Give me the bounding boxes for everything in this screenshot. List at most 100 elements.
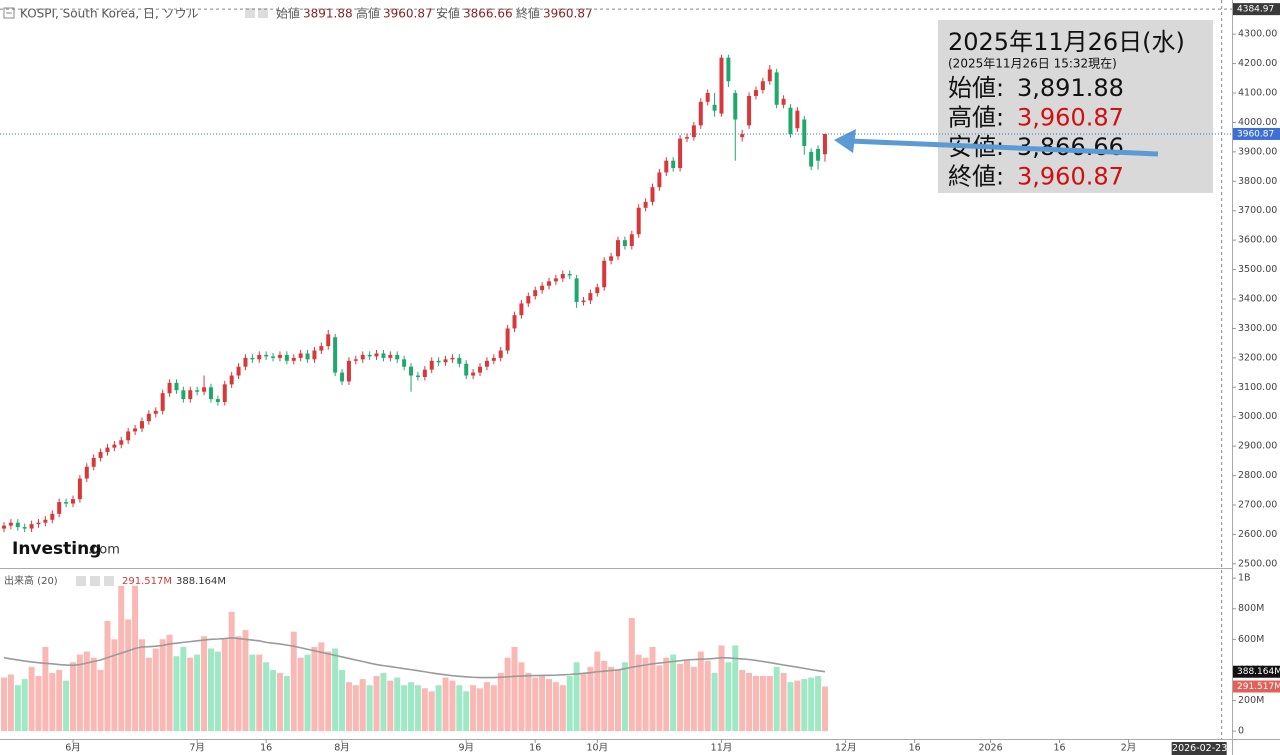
- arrow: [849, 138, 1159, 157]
- candle-body: [70, 499, 75, 504]
- x-tick-label: 6月: [65, 743, 81, 754]
- candle-body: [491, 357, 496, 361]
- candle-body: [519, 303, 524, 316]
- candle-body: [91, 457, 96, 467]
- volume-bar: [511, 646, 518, 732]
- volume-bar: [732, 645, 739, 732]
- y-tick-label: 2500.00: [1238, 558, 1277, 569]
- candle-body: [505, 328, 510, 351]
- settings-icon[interactable]: [104, 576, 114, 586]
- candle-body: [767, 69, 772, 82]
- volume-bar: [463, 691, 470, 732]
- volume-bar: [56, 669, 63, 732]
- candle-body: [547, 281, 552, 286]
- candle-body: [484, 360, 489, 367]
- candle-body: [698, 101, 703, 126]
- settings-icon[interactable]: [258, 8, 268, 18]
- y-tick-label: 2600.00: [1238, 529, 1277, 540]
- volume-bar: [138, 639, 145, 732]
- settings-icon[interactable]: [76, 576, 86, 586]
- candle-body: [788, 107, 793, 135]
- candle-body: [809, 151, 814, 167]
- candle-body: [98, 452, 103, 458]
- volume-bar: [483, 682, 490, 732]
- candle-body: [181, 390, 186, 400]
- volume-bar: [276, 672, 283, 732]
- x-tick-label: 12月: [835, 743, 857, 754]
- volume-bar: [449, 680, 456, 732]
- x-tick-label: 16: [260, 743, 272, 754]
- volume-bar: [194, 654, 201, 732]
- volume-bar: [83, 651, 90, 732]
- candle-body: [512, 315, 517, 329]
- x-tick-label: 16: [909, 743, 921, 754]
- y-tick-label: 3700.00: [1238, 205, 1277, 216]
- volume-bar: [366, 685, 373, 732]
- candle-body: [374, 353, 379, 357]
- x-tick-label: 11月: [711, 743, 733, 754]
- volume-bar: [394, 677, 401, 732]
- volume-bar: [401, 685, 408, 732]
- volume-ma-line: [3, 636, 826, 679]
- volume-badge-box: [1233, 680, 1280, 693]
- candle-body: [174, 382, 179, 391]
- volume-bar: [42, 646, 49, 732]
- settings-icon[interactable]: [245, 8, 255, 18]
- candle-body: [747, 95, 752, 126]
- volume-bar: [552, 682, 559, 732]
- volume-ma-value: 388.164M: [176, 576, 226, 587]
- volume-bar: [159, 639, 166, 732]
- volume-bar: [7, 674, 14, 732]
- header-label: 始値: [276, 6, 300, 21]
- volume-bar: [325, 651, 332, 732]
- last-price-badge: 3960.87: [1237, 129, 1274, 139]
- candle-body: [464, 363, 469, 376]
- candle-body: [560, 273, 565, 279]
- candle-body: [367, 354, 372, 357]
- candle-body: [15, 522, 20, 528]
- candle-body: [133, 428, 138, 432]
- candle-body: [2, 525, 6, 529]
- volume-bar: [628, 617, 635, 732]
- volume-bar: [166, 634, 173, 732]
- cursor-label: 2026-02-23: [1172, 743, 1227, 754]
- candle-body: [236, 366, 241, 376]
- candle-body: [271, 356, 276, 358]
- candle-body: [264, 354, 269, 357]
- settings-icon[interactable]: [90, 576, 100, 586]
- volume-bar: [442, 677, 449, 732]
- volume-bar: [711, 672, 718, 732]
- candle-body: [478, 366, 483, 373]
- candle-body: [678, 138, 683, 169]
- volume-bar: [173, 656, 180, 732]
- candle-body: [409, 366, 414, 376]
- candle-body: [533, 290, 538, 297]
- x-tick-label: 16: [1053, 743, 1065, 754]
- candle-body: [629, 234, 634, 247]
- volume-bar: [470, 685, 477, 732]
- candle-body: [436, 360, 441, 363]
- candle-body: [195, 390, 200, 392]
- candle-body: [498, 350, 503, 358]
- volume-bar: [118, 585, 125, 732]
- volume-bar: [97, 669, 104, 732]
- volume-bar: [539, 676, 546, 732]
- volume-bar: [615, 669, 621, 732]
- candle-body: [588, 293, 593, 301]
- tooltip-value: 3,960.87: [1017, 163, 1124, 191]
- collapse-icon[interactable]: [3, 7, 15, 19]
- candle-body: [402, 359, 407, 367]
- candle-body: [781, 98, 786, 105]
- volume-bar: [387, 680, 394, 732]
- candle-body: [684, 137, 689, 139]
- y-tick-label: 2900.00: [1238, 441, 1277, 452]
- candle-body: [139, 421, 144, 429]
- volume-bar: [290, 631, 297, 732]
- candle-body: [726, 57, 731, 82]
- candle-body: [346, 360, 351, 382]
- candle-body: [208, 387, 213, 400]
- candle-body: [581, 300, 586, 302]
- candle-body: [119, 440, 124, 445]
- candle-body: [312, 350, 317, 360]
- tooltip: 2025年11月26日(水) (2025年11月26日 15:32現在) 始値:…: [938, 20, 1213, 193]
